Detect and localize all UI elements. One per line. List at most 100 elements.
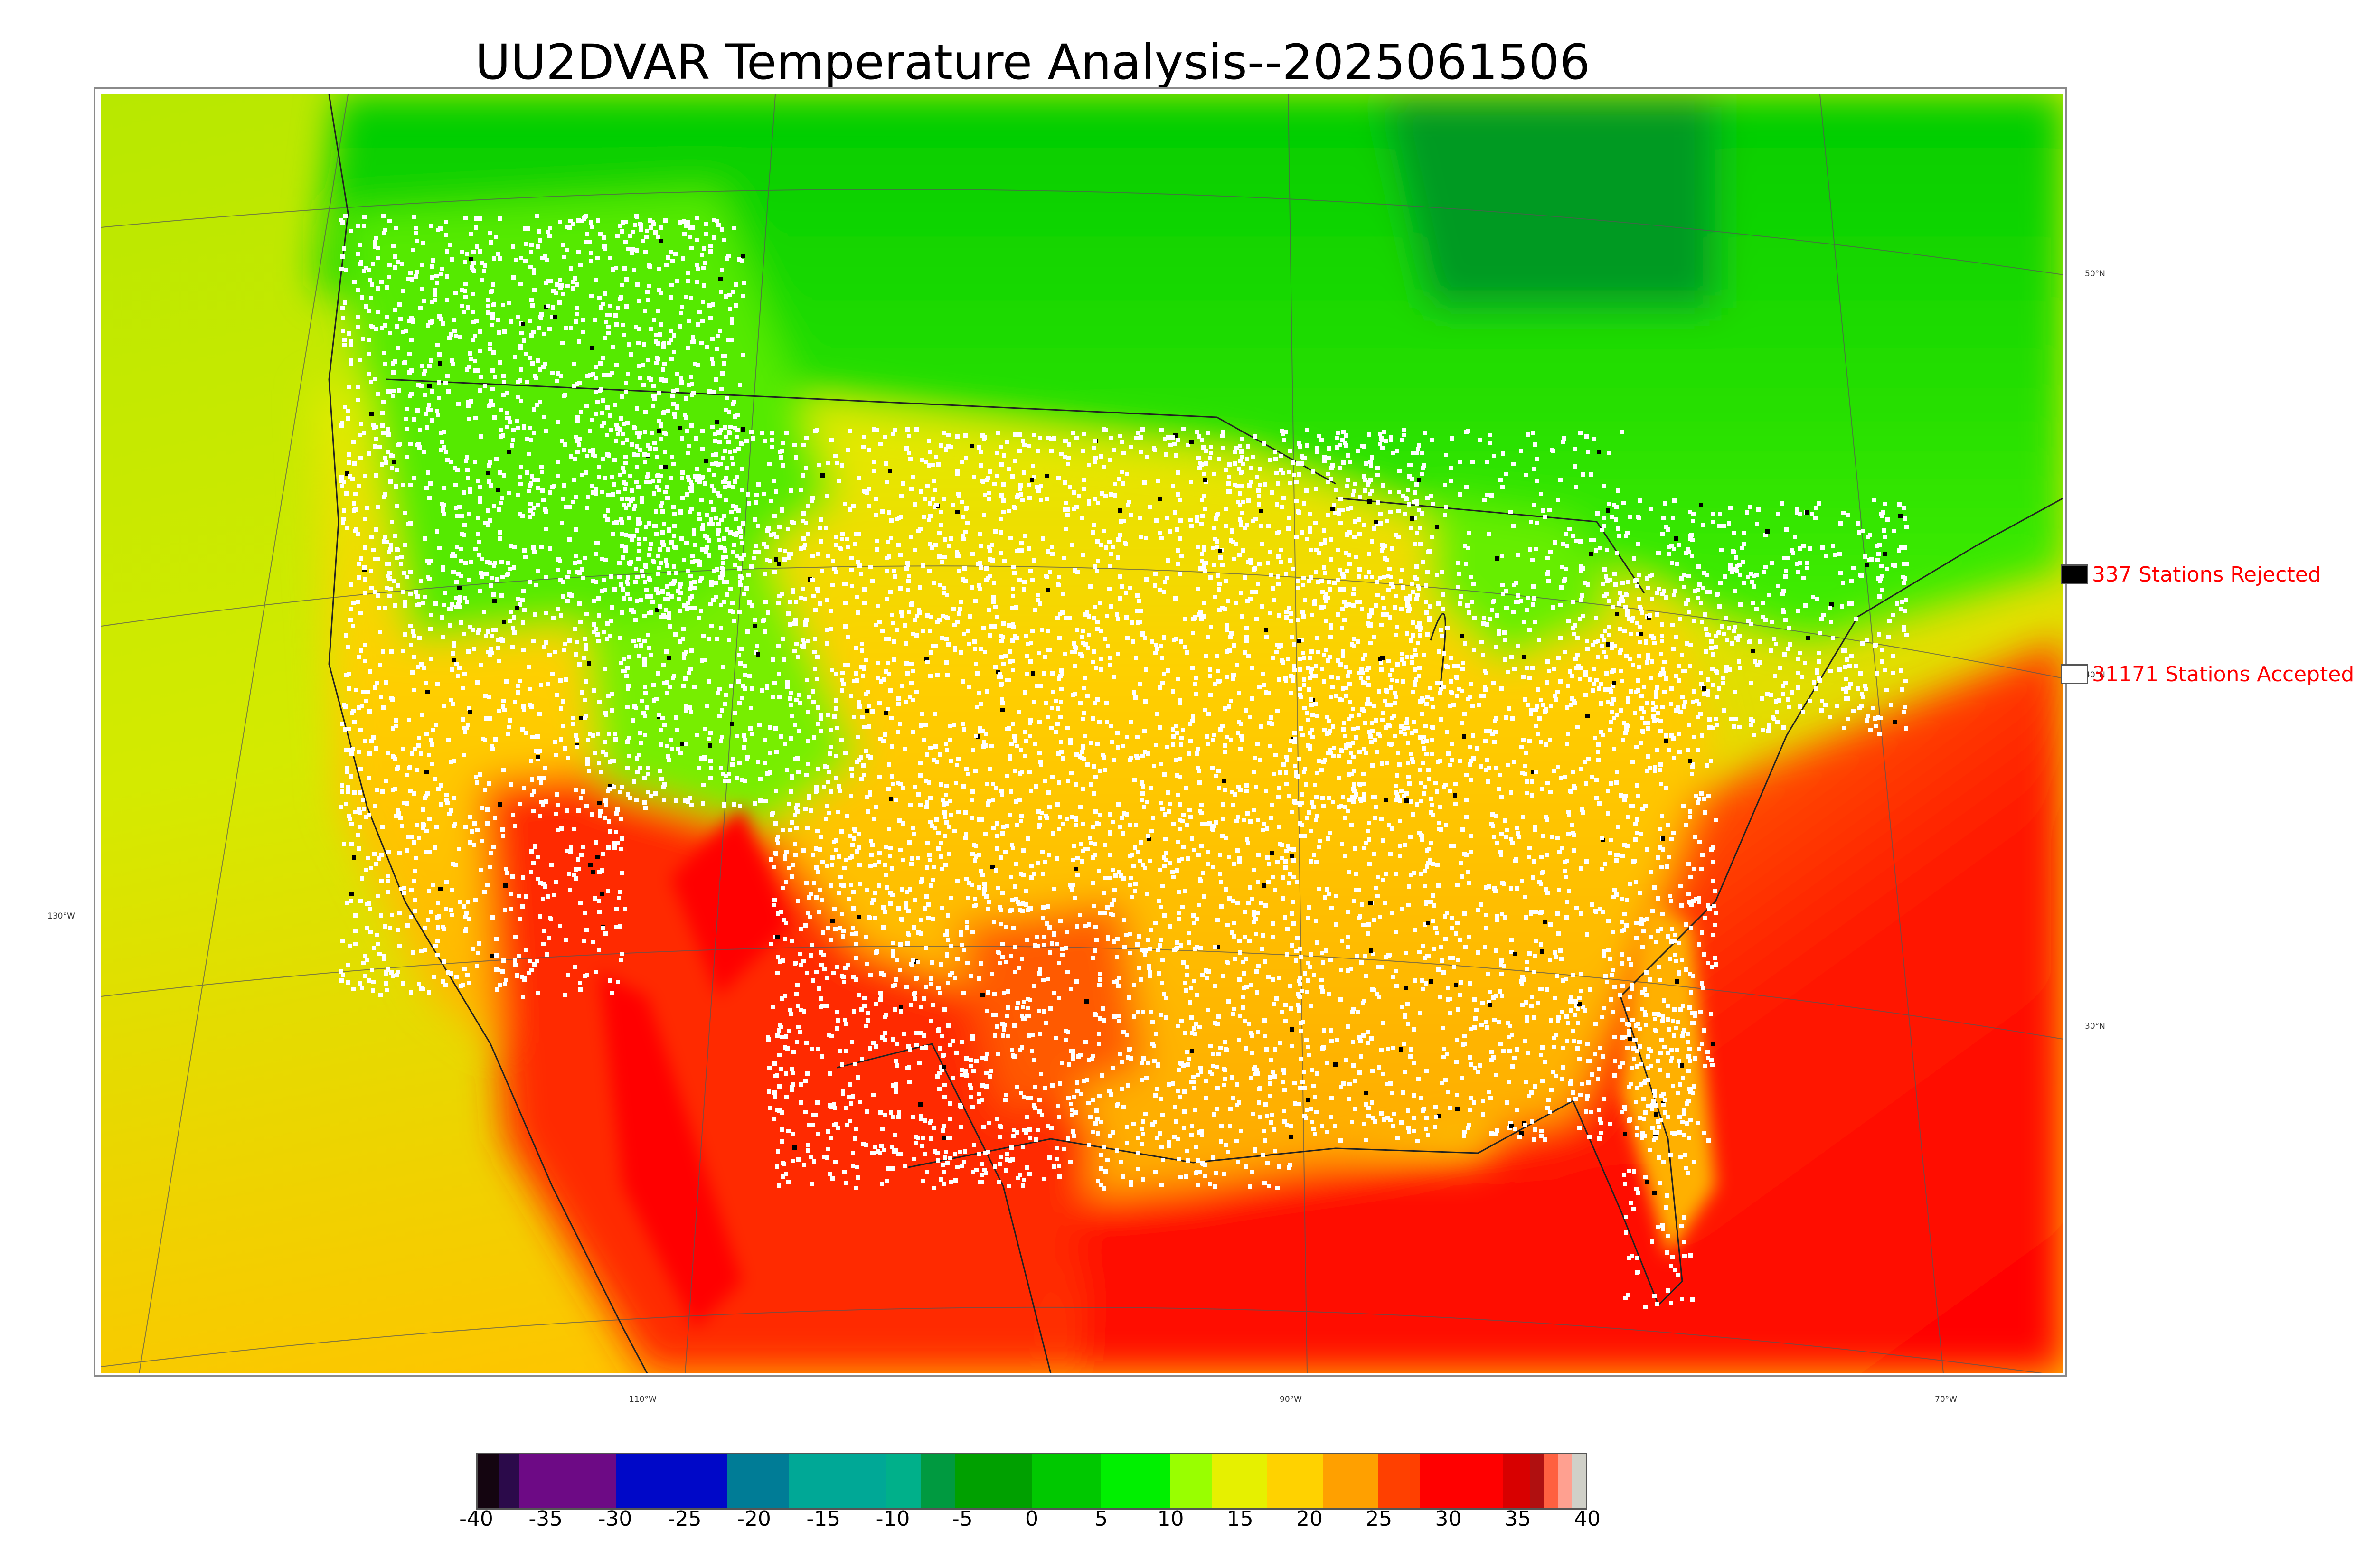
station-marker	[1211, 1064, 1215, 1068]
station-marker	[859, 777, 864, 781]
station-marker	[343, 214, 348, 218]
station-marker	[860, 715, 865, 719]
station-marker	[473, 334, 477, 338]
station-marker	[1017, 432, 1022, 437]
station-marker	[395, 504, 399, 508]
station-marker	[573, 627, 577, 631]
station-marker	[646, 790, 650, 794]
station-marker	[1046, 1124, 1050, 1128]
station-marker	[849, 694, 853, 698]
station-marker	[499, 593, 504, 598]
station-marker	[555, 379, 559, 383]
station-marker	[639, 227, 643, 232]
station-marker	[914, 427, 919, 432]
station-marker	[553, 315, 557, 319]
station-marker	[656, 235, 660, 239]
station-marker	[1091, 530, 1095, 535]
station-marker	[1014, 605, 1018, 610]
station-marker	[818, 847, 822, 852]
station-marker	[1389, 685, 1393, 690]
station-marker	[670, 394, 675, 398]
station-marker	[861, 763, 866, 768]
station-marker	[929, 883, 933, 888]
station-marker	[719, 766, 723, 770]
station-marker	[667, 571, 671, 575]
station-marker	[416, 383, 421, 387]
station-marker	[978, 587, 982, 591]
station-marker	[618, 297, 622, 301]
station-marker	[1375, 522, 1379, 526]
station-marker	[661, 543, 666, 547]
station-marker	[877, 620, 882, 624]
station-marker	[584, 804, 589, 808]
station-marker	[479, 375, 483, 379]
station-marker	[345, 526, 349, 530]
station-marker	[999, 789, 1004, 793]
station-marker	[521, 322, 525, 326]
station-marker	[1227, 855, 1231, 859]
station-marker	[1178, 818, 1182, 822]
station-marker	[1236, 500, 1240, 504]
station-marker	[753, 801, 757, 806]
station-marker	[794, 642, 799, 646]
station-marker	[1277, 786, 1281, 790]
station-marker	[1342, 618, 1347, 622]
station-marker	[528, 502, 533, 506]
station-marker	[809, 953, 813, 958]
station-marker	[1070, 650, 1074, 654]
station-marker	[612, 845, 617, 850]
station-marker	[386, 890, 390, 894]
temperature-map[interactable]: 50°N 40°N 30°N	[94, 87, 2105, 1377]
station-marker	[777, 562, 781, 566]
station-marker	[563, 442, 567, 447]
station-marker	[342, 480, 346, 484]
station-marker	[746, 573, 751, 577]
station-marker	[886, 661, 890, 665]
station-marker	[609, 428, 613, 432]
station-marker	[358, 262, 363, 266]
station-marker	[1291, 460, 1295, 465]
station-marker	[559, 706, 563, 711]
station-marker	[572, 478, 576, 482]
station-marker	[673, 632, 678, 637]
station-marker	[819, 950, 823, 955]
station-marker	[1124, 933, 1129, 937]
station-marker	[711, 302, 715, 307]
station-marker	[829, 1136, 833, 1140]
station-marker	[955, 469, 960, 473]
station-marker	[392, 579, 396, 583]
station-marker	[832, 1102, 836, 1107]
station-marker	[387, 219, 392, 223]
station-marker	[1253, 590, 1258, 594]
station-marker	[686, 346, 690, 350]
station-marker	[747, 674, 752, 678]
station-marker	[676, 589, 680, 593]
station-marker	[1198, 610, 1203, 614]
station-marker	[717, 714, 722, 718]
station-marker	[735, 734, 739, 738]
station-marker	[672, 545, 676, 549]
station-marker	[812, 1159, 816, 1164]
station-marker	[560, 341, 565, 345]
station-marker	[351, 440, 356, 444]
station-marker	[608, 784, 612, 789]
station-marker	[829, 790, 833, 794]
station-marker	[1250, 590, 1254, 594]
station-marker	[678, 324, 682, 329]
station-marker	[1083, 612, 1088, 617]
station-marker	[1258, 483, 1262, 487]
station-marker	[473, 359, 477, 363]
station-marker	[942, 431, 946, 435]
station-marker	[436, 413, 440, 417]
station-marker	[408, 521, 413, 526]
station-marker	[1242, 986, 1246, 990]
station-marker	[393, 308, 397, 312]
station-marker	[750, 732, 754, 736]
station-marker	[834, 698, 838, 703]
station-marker	[963, 810, 968, 815]
station-marker	[437, 380, 441, 385]
station-marker	[919, 1005, 923, 1009]
station-marker	[339, 479, 344, 483]
station-marker	[1250, 1170, 1254, 1174]
station-marker	[718, 329, 722, 333]
